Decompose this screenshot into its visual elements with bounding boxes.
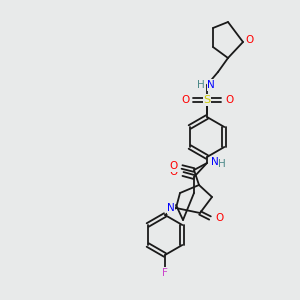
Text: H: H (218, 159, 226, 169)
Text: F: F (162, 268, 168, 278)
Text: N: N (207, 80, 215, 90)
Text: S: S (203, 95, 211, 105)
Text: O: O (169, 161, 177, 171)
Text: O: O (225, 95, 233, 105)
Text: N: N (167, 203, 175, 213)
Text: O: O (181, 95, 189, 105)
Text: O: O (170, 167, 178, 177)
Text: N: N (211, 157, 219, 167)
Text: H: H (197, 80, 205, 90)
Text: O: O (215, 213, 223, 223)
Text: O: O (246, 35, 254, 45)
